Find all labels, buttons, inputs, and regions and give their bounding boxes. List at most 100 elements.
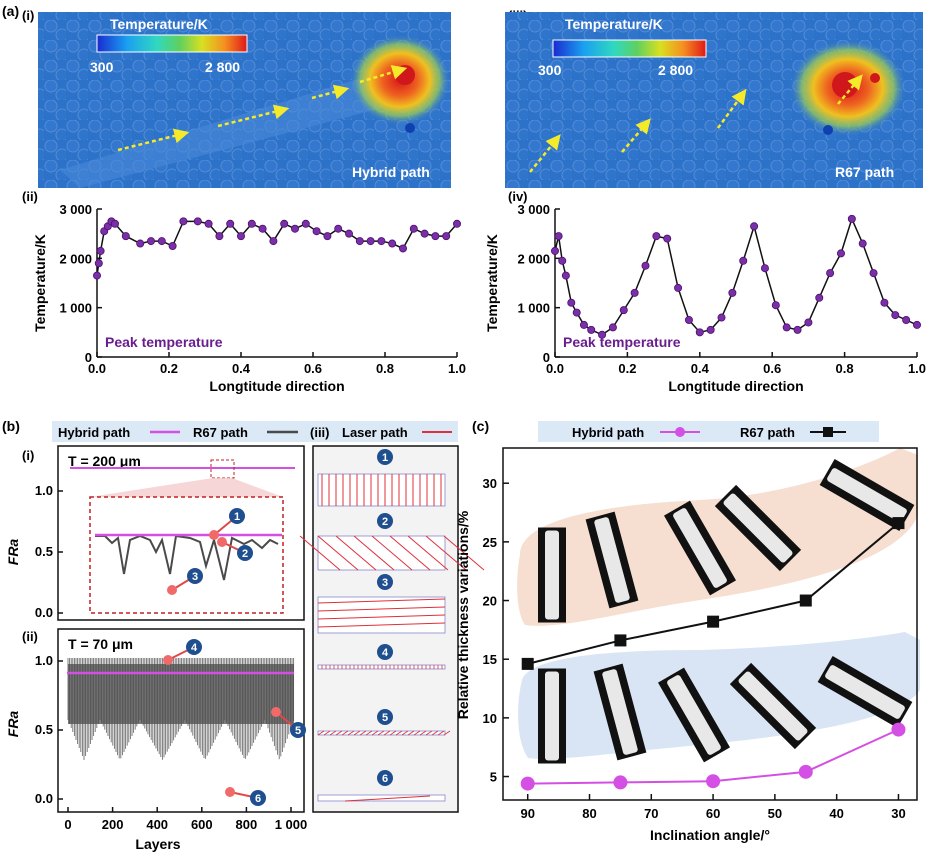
y-tick-label: 0.0 [35,791,53,806]
step-number: 1 [382,452,388,464]
data-point [236,232,245,241]
data-point [258,224,267,233]
colorbar-max: 2 800 [658,62,693,78]
data-point [619,306,628,315]
micrograph-track [594,517,630,603]
y-axis-label: FRa [5,711,21,738]
step-badge [377,513,393,529]
micrograph-track [827,468,907,522]
panel-label-a-i: (i) [22,8,34,23]
y-tick-label: 20 [483,594,497,609]
laser-track [383,730,391,736]
data-point [94,259,103,268]
x-tick-label: 800 [236,817,258,832]
panel-label-b: (b) [2,418,20,434]
heatmap-label: R67 path [835,164,894,180]
data-point [521,657,534,670]
laser-track [437,730,445,736]
legend-hybrid-label: Hybrid path [58,425,130,440]
callout-number: 1 [234,511,240,523]
zoom-cone [90,478,283,497]
laser-track [389,730,397,736]
y-tick-label: 1 000 [517,301,550,316]
laser-track [341,730,349,736]
callout-number: 4 [191,642,198,654]
y-tick-label: 1 000 [59,301,92,316]
micrograph-thumbnail [817,656,913,728]
panel-label-a: (a) [2,3,19,19]
data-point [782,323,791,332]
data-point [706,325,715,334]
heatmap-hybrid: Temperature/K 300 2 800 Hybrid path [38,12,451,188]
data-point [93,271,102,280]
x-axis-label: Longtitude direction [209,378,344,394]
data-point [204,219,213,228]
data-point [226,219,235,228]
callout-number: 3 [192,571,198,583]
step-box [317,794,446,802]
laser-track [335,535,377,571]
data-point [663,234,672,243]
data-point [608,323,617,332]
data-point [836,249,845,258]
x-axis-label: Layers [135,836,180,852]
data-point [858,239,867,248]
data-point [561,271,570,280]
data-point [96,246,105,255]
callout-dot [209,530,219,540]
data-point [572,308,581,317]
callout-badge [187,568,203,584]
laser-track [401,730,409,736]
step-box [317,664,446,670]
data-point [377,237,386,246]
x-tick-label: 0 [64,817,71,832]
y-tick-label: 0.0 [35,605,53,620]
y-tick-label: 25 [483,535,497,550]
zoom-inset [89,496,284,614]
laser-track [365,730,373,736]
micrograph-track [673,508,727,588]
micrograph-track [825,665,905,719]
data-point [146,237,155,246]
step-number: 4 [382,647,389,659]
data-point [614,634,627,647]
callout-number: 5 [295,725,301,737]
data-point [355,237,364,246]
laser-track [371,535,413,571]
x-tick-label: 0.2 [160,361,178,376]
laser-track [353,535,395,571]
x-axis-label: Inclination angle/° [650,827,770,843]
y-tick-label: 15 [483,652,497,667]
y-tick-label: 10 [483,711,497,726]
data-point [366,237,375,246]
y-tick-label: 2 000 [517,251,550,266]
laser-track [377,730,385,736]
panel-label-b-ii: (ii) [22,629,38,644]
x-tick-label: 0.6 [304,361,322,376]
data-point [695,328,704,337]
x-tick-label: 0.6 [763,361,781,376]
data-point [579,320,588,329]
legend-r67-label: R67 path [740,425,795,440]
data-point [707,615,720,628]
laser-track [317,730,325,736]
x-tick-label: 90 [520,806,534,821]
thickness-label: T = 200 μm [68,453,141,469]
laser-track [407,730,415,736]
laser-track [359,730,367,736]
y-tick-label: 3 000 [517,202,550,217]
chart-title: Peak temperature [105,334,223,350]
callout-dot [167,585,177,595]
line-chart-r67-peak-temperature: 0.0 0.2 0.4 0.6 0.8 1.0 0 1 000 2 000 3 000 Longti… [484,202,926,394]
data-point [290,224,299,233]
data-point [891,311,900,320]
data-point [847,214,856,223]
x-tick-label: 0.0 [88,361,106,376]
step-number: 2 [382,516,388,528]
colorbar-min: 300 [538,62,562,78]
fr-chart-200um: T = 200 μm 0.0 0.5 1.0 FRa [5,445,305,621]
x-tick-label: 50 [768,806,782,821]
panel-label-b-iii: (iii) [310,425,330,440]
data-point [420,229,429,238]
micrograph-track [545,530,559,620]
